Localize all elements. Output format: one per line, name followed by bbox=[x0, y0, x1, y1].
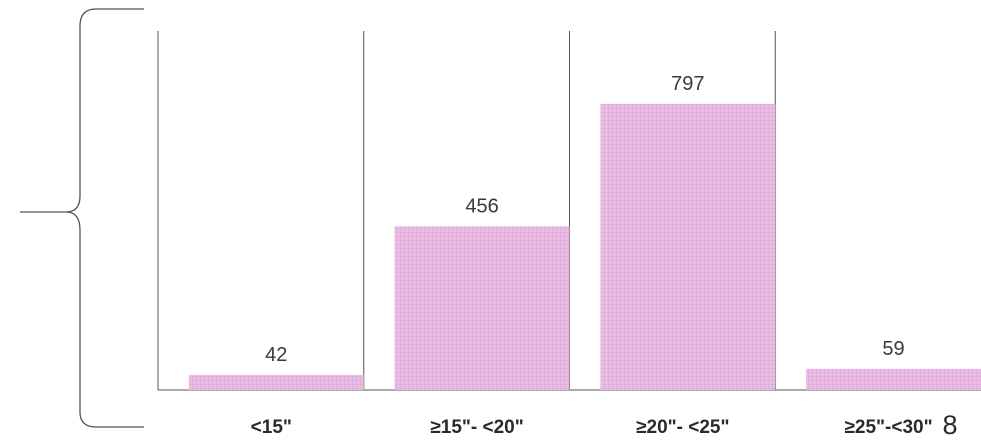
bar-value-label: 797 bbox=[671, 73, 704, 95]
category-label: <15" bbox=[251, 417, 292, 438]
bar-value-label: 59 bbox=[882, 338, 904, 360]
bar bbox=[188, 374, 364, 390]
bar-value-label: 456 bbox=[465, 195, 498, 217]
category-label: ≥20"- <25" bbox=[636, 417, 729, 438]
bar bbox=[806, 368, 981, 390]
bar bbox=[600, 103, 776, 390]
stray-label: 8 bbox=[942, 410, 957, 440]
bar-value-label: 42 bbox=[265, 344, 287, 366]
curly-brace bbox=[20, 8, 144, 428]
category-label: ≥15"- <20" bbox=[430, 417, 523, 438]
category-label: ≥25"-<30" bbox=[844, 417, 932, 438]
bar bbox=[394, 226, 570, 390]
